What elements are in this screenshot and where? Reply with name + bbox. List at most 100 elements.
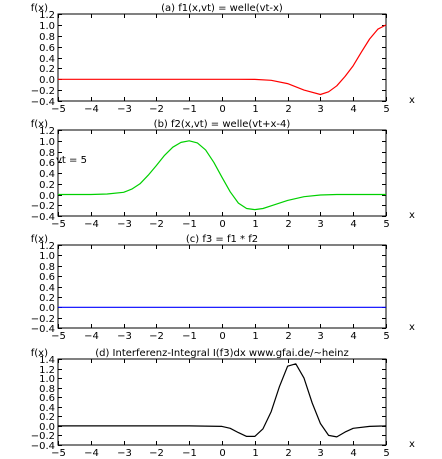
- chart-panels: −0.4−0.20.00.20.40.60.81.01.2−5 −4 −3 −2 −1 0…: [31, 3, 415, 459]
- x-tick-label: 0: [219, 104, 225, 115]
- x-tick-label: 4: [350, 104, 356, 115]
- x-axis-label: x: [409, 439, 415, 450]
- y-tick-label: 0.6: [39, 43, 55, 54]
- y-tick-label: 1.0: [39, 137, 55, 148]
- plot-frame: [57, 13, 387, 102]
- y-tick-label: −0.2: [31, 431, 55, 442]
- y-tick-label: −0.4: [31, 212, 55, 223]
- x-tick-label: −2: [149, 448, 164, 459]
- y-tick-label: 0.8: [39, 148, 55, 159]
- plot-frame: [57, 129, 387, 217]
- x-axis-label: x: [409, 322, 415, 333]
- x-tick-label: 5: [383, 448, 389, 459]
- x-tick-label: −3: [117, 219, 132, 230]
- y-tick-label: 0.2: [39, 64, 55, 75]
- x-tick-label: 0: [219, 331, 225, 342]
- x-tick-label: −1: [182, 219, 197, 230]
- x-tick-label: −4: [84, 448, 99, 459]
- x-tick-label: 4: [350, 448, 356, 459]
- y-tick-label: 0.0: [39, 422, 55, 433]
- x-tick-label: 1: [252, 331, 258, 342]
- y-tick-label: 0.0: [39, 75, 55, 86]
- x-tick-label: 0: [219, 219, 225, 230]
- x-tick-label: −2: [149, 331, 164, 342]
- x-tick-label: −5: [51, 219, 66, 230]
- x-tick-label: 5: [383, 331, 389, 342]
- x-tick-label: 1: [252, 448, 258, 459]
- y-tick-label: 0.4: [39, 169, 55, 180]
- x-tick-label: −5: [51, 448, 66, 459]
- y-axis-label: f(x): [31, 234, 48, 245]
- x-tick-label: 2: [285, 219, 291, 230]
- y-tick-label: 0.4: [39, 54, 55, 65]
- y-tick-label: 0.6: [39, 393, 55, 404]
- y-tick-label: 0.4: [39, 283, 55, 294]
- x-tick-label: 3: [317, 104, 323, 115]
- x-tick-label: −2: [149, 219, 164, 230]
- x-tick-label: 1: [252, 104, 258, 115]
- y-tick-label: 0.4: [39, 403, 55, 414]
- x-tick-label: −4: [84, 331, 99, 342]
- plot-frame: [57, 244, 387, 329]
- chart-title: (d) Interferenz-Integral I(f3)dx www.gfa…: [95, 348, 349, 359]
- x-tick-label: 3: [317, 448, 323, 459]
- y-tick-label: 0.2: [39, 293, 55, 304]
- x-tick-label: −3: [117, 104, 132, 115]
- chart-title: (b) f2(x,vt) = welle(vt+x-4): [154, 119, 291, 130]
- x-tick-label: −4: [84, 104, 99, 115]
- x-tick-label: 2: [285, 104, 291, 115]
- x-tick-label: 3: [317, 331, 323, 342]
- chart-panel-2: −0.4−0.20.00.20.40.60.81.01.2 −5 −4 −3 −2 −1 0…: [31, 119, 415, 230]
- y-tick-label: 1.2: [39, 241, 55, 252]
- y-tick-label: 0.0: [39, 191, 55, 202]
- x-tick-label: −3: [117, 448, 132, 459]
- y-axis-label: f(x): [31, 119, 48, 130]
- x-tick-label: −3: [117, 331, 132, 342]
- x-tick-label: −1: [182, 331, 197, 342]
- x-tick-label: −1: [182, 104, 197, 115]
- series-line-4: [58, 363, 387, 438]
- y-tick-label: −0.4: [31, 97, 55, 108]
- y-tick-label: −0.2: [31, 314, 55, 325]
- x-tick-label: −1: [182, 448, 197, 459]
- y-tick-label: 1.0: [39, 374, 55, 385]
- x-tick-label: 0: [219, 448, 225, 459]
- y-tick-label: −0.4: [31, 441, 55, 452]
- y-tick-label: 0.6: [39, 272, 55, 283]
- y-tick-label: 0.8: [39, 262, 55, 273]
- x-tick-label: 2: [285, 331, 291, 342]
- y-tick-label: 0.6: [39, 158, 55, 169]
- x-axis-label: x: [409, 95, 415, 106]
- x-tick-label: −5: [51, 331, 66, 342]
- x-tick-label: 2: [285, 448, 291, 459]
- y-tick-label: 0.8: [39, 32, 55, 43]
- x-tick-label: −5: [51, 104, 66, 115]
- y-tick-label: 0.0: [39, 303, 55, 314]
- x-tick-label: 5: [383, 104, 389, 115]
- y-tick-label: 1.2: [39, 10, 55, 21]
- y-tick-label: −0.2: [31, 86, 55, 97]
- y-tick-label: 1.0: [39, 21, 55, 32]
- y-tick-label: 0.2: [39, 180, 55, 191]
- x-tick-label: 3: [317, 219, 323, 230]
- chart-panel-1: −0.4−0.20.00.20.40.60.81.01.2 −5 −4 −3 −2 −1 0…: [31, 3, 415, 115]
- x-axis-label: x: [409, 210, 415, 221]
- y-tick-label: −0.2: [31, 201, 55, 212]
- x-tick-label: 4: [350, 219, 356, 230]
- annotation-label: vt = 5: [56, 155, 87, 166]
- x-tick-label: −2: [149, 104, 164, 115]
- y-tick-label: 1.2: [39, 126, 55, 137]
- y-tick-label: 0.2: [39, 412, 55, 423]
- plot-frame: [57, 358, 387, 446]
- y-tick-label: 1.2: [39, 365, 55, 376]
- x-tick-label: −4: [84, 219, 99, 230]
- y-axis-label: f(x): [31, 348, 48, 359]
- series-line-2: [58, 140, 386, 211]
- x-tick-label: 1: [252, 219, 258, 230]
- y-tick-label: 1.0: [39, 251, 55, 262]
- chart-title: (a) f1(x,vt) = welle(vt-x): [161, 3, 283, 14]
- y-tick-label: 0.8: [39, 384, 55, 395]
- x-tick-label: 5: [383, 219, 389, 230]
- chart-panel-4: −0.4−0.20.00.20.40.60.81.01.21.4 −5 −4 −3 −2…: [31, 348, 415, 459]
